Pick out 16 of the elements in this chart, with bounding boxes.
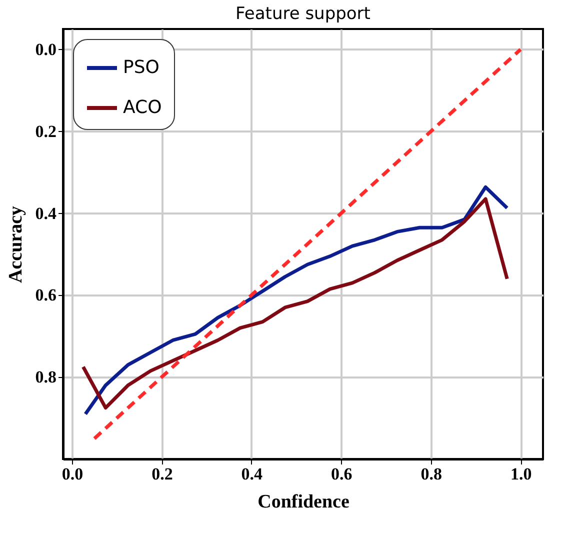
- x-tick-label: 0.2: [152, 464, 173, 484]
- y-tick-label: 0.4: [35, 204, 57, 223]
- y-tick-label: 0.6: [35, 286, 56, 305]
- x-tick-label: 0.6: [331, 464, 352, 484]
- x-tick-label: 0.4: [241, 464, 264, 484]
- x-tick-label: 0.0: [62, 464, 84, 484]
- y-tick-label: 0.0: [35, 40, 56, 59]
- x-axis-title: Confidence: [258, 492, 350, 512]
- x-tick-label: 0.8: [420, 464, 442, 484]
- x-tick-label: 1.0: [510, 464, 532, 484]
- chart-title: Feature support: [236, 4, 371, 24]
- legend-label: ACO: [123, 97, 162, 118]
- y-tick-label: 0.2: [35, 122, 56, 141]
- legend-label: PSO: [123, 57, 160, 78]
- y-tick-label: 0.8: [35, 368, 56, 387]
- y-axis-title: Accuracy: [5, 205, 26, 284]
